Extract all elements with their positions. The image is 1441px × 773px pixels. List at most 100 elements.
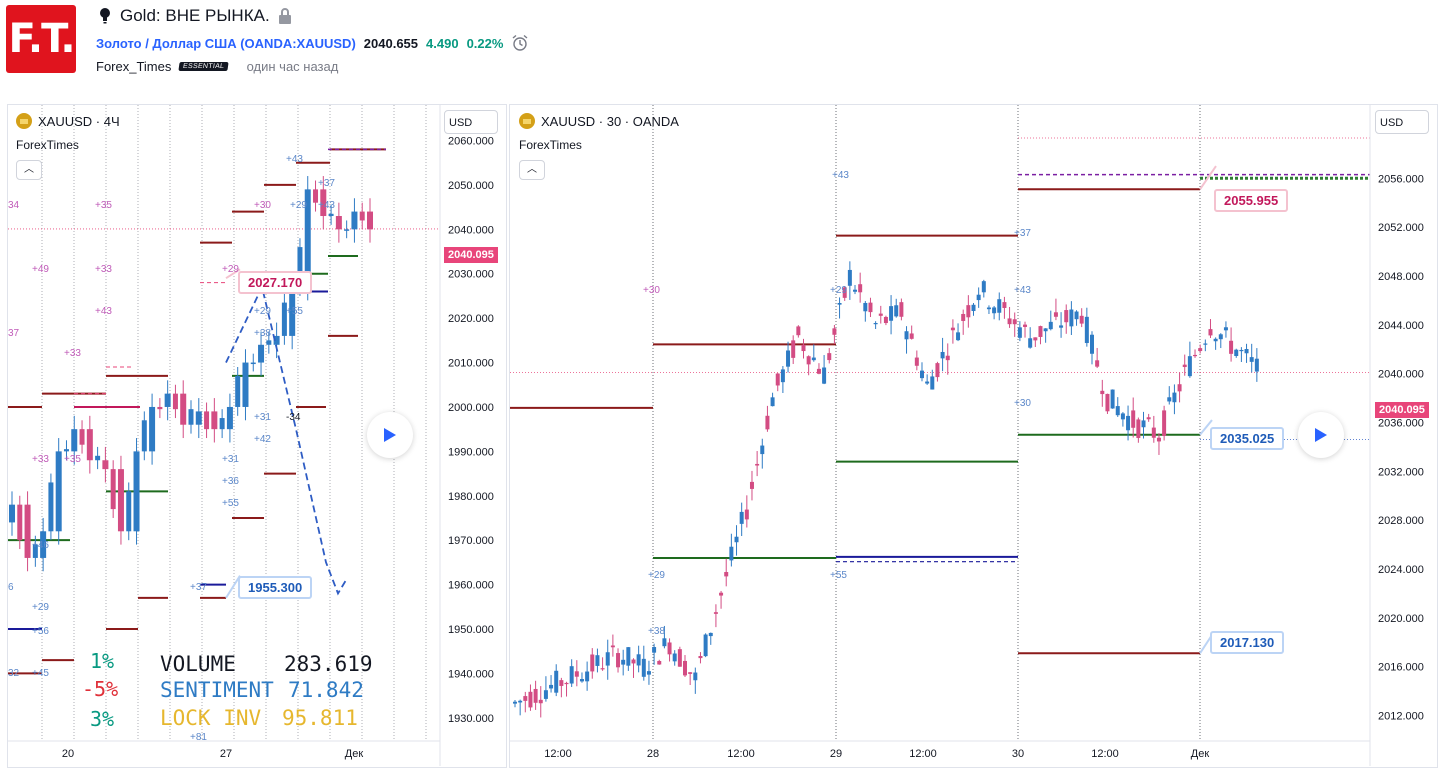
left-candle-body	[219, 418, 225, 430]
left-candle-body	[211, 411, 218, 430]
right-candle-body	[1043, 328, 1048, 332]
symbol-link[interactable]: Золото / Доллар США (OANDA:XAUUSD)	[96, 35, 356, 51]
left-symbol-interval: XAUUSD · 4Ч	[38, 113, 120, 129]
idea-title: Gold: ВНЕ РЫНКА.	[120, 6, 270, 25]
right-collapse-button[interactable]: ︿	[519, 160, 545, 180]
left-indicator-label: ForexTimes	[16, 138, 79, 152]
gold-coin-icon	[519, 113, 535, 129]
right-candle-body	[672, 653, 677, 662]
right-candle-body	[1007, 318, 1012, 325]
right-candle-body	[873, 323, 878, 325]
left-level-label: +29	[254, 306, 271, 317]
lock-icon	[278, 8, 291, 24]
left-candle-body	[149, 406, 156, 452]
left-candle-body	[258, 344, 265, 363]
left-candle-body	[195, 411, 202, 425]
right-candle-body	[935, 363, 940, 378]
right-y-tick: 2020.000	[1378, 613, 1424, 625]
stat-volume-label: VOLUME	[160, 652, 236, 676]
left-candle-body	[266, 340, 272, 345]
right-candle-body	[662, 638, 667, 647]
right-callout-mid: 2035.025	[1210, 427, 1285, 450]
right-chart-panel[interactable]	[509, 104, 1438, 768]
price-change-percent: 0.22%	[466, 35, 504, 51]
right-candle-body	[549, 684, 554, 689]
right-callout-top: 2055.955	[1214, 189, 1289, 212]
right-candle-body	[1249, 357, 1254, 362]
left-candle-body	[48, 482, 54, 532]
right-candle-body	[878, 313, 883, 316]
right-candle-body	[719, 592, 724, 596]
right-callout-bottom: 2017.130	[1210, 631, 1285, 654]
right-candle-body	[559, 680, 564, 686]
left-currency-button[interactable]: USD	[444, 110, 498, 134]
right-candle-body	[925, 381, 930, 384]
left-candle-body	[95, 455, 101, 461]
lightbulb-icon	[100, 8, 110, 24]
right-level-label: +55	[830, 570, 847, 581]
right-candle-body	[889, 306, 894, 321]
right-candle-body	[1141, 420, 1146, 428]
right-candle-body	[1244, 349, 1249, 354]
left-collapse-button[interactable]: ︿	[16, 160, 42, 180]
right-candle-body	[997, 299, 1002, 313]
right-x-tick: 29	[830, 748, 842, 760]
right-level-label: +43	[1014, 285, 1031, 296]
left-play-button[interactable]	[367, 412, 413, 458]
left-level-label: +30	[254, 200, 271, 211]
right-candle-body	[600, 668, 605, 670]
left-candle-body	[79, 429, 85, 445]
right-candle-body	[1038, 326, 1043, 337]
right-currency-button[interactable]: USD	[1375, 110, 1429, 134]
left-y-tick: 2050.000	[448, 180, 494, 192]
left-candle-body	[281, 302, 287, 336]
right-candle-body	[1100, 390, 1105, 395]
left-candle-body	[9, 504, 15, 523]
left-candle-body	[289, 287, 296, 336]
right-candle-body	[1187, 356, 1192, 377]
right-candle-body	[590, 654, 595, 672]
right-candle-body	[564, 682, 569, 685]
right-level-label: +29	[830, 285, 847, 296]
right-y-tick: 2016.000	[1378, 662, 1424, 674]
right-candle-body	[868, 302, 873, 313]
author-logo[interactable]: F.T.	[6, 5, 76, 73]
right-candle-body	[585, 671, 590, 682]
left-candle-body	[126, 491, 132, 532]
left-level-label: +33	[32, 454, 49, 465]
right-x-tick: 12:00	[544, 748, 572, 760]
right-y-tick: 2052.000	[1378, 222, 1424, 234]
right-candle-body	[755, 463, 760, 466]
right-candle-body	[1198, 348, 1203, 352]
right-candle-body	[780, 369, 785, 383]
right-candle-body	[1136, 419, 1141, 438]
left-level-label: +43	[286, 154, 303, 165]
left-y-tick: 2010.000	[448, 358, 494, 370]
left-candle-body	[17, 504, 23, 541]
right-play-button[interactable]	[1298, 412, 1344, 458]
left-level-label: +56	[32, 626, 49, 637]
author-name[interactable]: Forex_Times	[96, 58, 172, 74]
right-candle-body	[796, 326, 801, 336]
right-candle-body	[775, 373, 780, 386]
alarm-clock-icon[interactable]	[511, 34, 529, 52]
right-y-tick: 2032.000	[1378, 466, 1424, 478]
left-candle-body	[320, 189, 327, 217]
left-chart-panel[interactable]	[7, 104, 507, 768]
right-candle-body	[919, 370, 924, 379]
left-level-label: +46	[32, 540, 49, 551]
left-candle-body	[328, 213, 334, 217]
right-candle-body	[641, 658, 646, 677]
right-candle-body	[724, 572, 729, 577]
right-candle-body	[945, 355, 950, 361]
left-y-tick: 2040.000	[448, 224, 494, 236]
left-level-label: 34	[8, 200, 20, 211]
left-chart-legend: XAUUSD · 4Ч	[16, 113, 120, 129]
right-candle-body	[1131, 410, 1136, 428]
right-candle-body	[523, 696, 528, 701]
left-last-price-tag: 2040.095	[444, 247, 498, 263]
right-candle-body	[693, 672, 698, 681]
stat-sentiment-label: SENTIMENT	[160, 678, 274, 702]
left-level-label: +29	[32, 602, 49, 613]
right-candle-body	[847, 269, 852, 286]
